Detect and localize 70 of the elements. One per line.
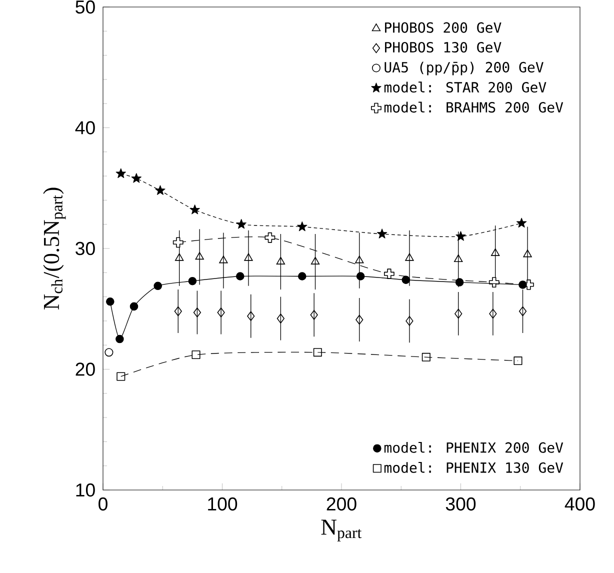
point — [116, 334, 124, 344]
point — [491, 248, 500, 256]
y-tick-label: 20 — [76, 362, 95, 376]
point — [523, 250, 532, 258]
y-tick-label: 10 — [76, 483, 95, 497]
point — [172, 237, 184, 248]
point — [298, 272, 306, 280]
x-tick-label: 0 — [98, 497, 108, 511]
legend-label: model: BRAHMS 200 GeV — [384, 102, 564, 113]
point — [276, 256, 286, 264]
y-tick-label: 40 — [75, 121, 95, 134]
point — [356, 314, 364, 325]
point — [310, 256, 320, 264]
x-axis-title: N$_{part}$ — [321, 520, 362, 542]
point — [514, 356, 522, 366]
point — [174, 253, 184, 261]
point — [406, 316, 414, 326]
point — [518, 280, 527, 289]
y-axis-title: N$_{ch}$/(0.5N$_{part}$) — [43, 188, 66, 310]
point — [516, 218, 527, 228]
point — [247, 311, 255, 322]
point — [188, 276, 197, 286]
point — [236, 272, 244, 280]
point — [264, 232, 276, 243]
x-tick-label: 300 — [446, 497, 476, 511]
point — [130, 302, 138, 311]
point — [384, 268, 394, 280]
legend-label: UA5 (pp/p̄p) 200 GeV — [384, 62, 544, 76]
point — [244, 253, 253, 261]
point — [455, 278, 464, 286]
x-tick-label: 100 — [208, 497, 238, 511]
point — [106, 297, 114, 306]
point — [219, 256, 228, 264]
point — [313, 348, 322, 357]
point — [174, 306, 182, 316]
legend-label: model: STAR 200 GeV — [384, 82, 546, 93]
point — [192, 350, 200, 360]
point — [454, 308, 462, 319]
point — [116, 372, 126, 381]
legend-label: model: PHENIX 200 GeV — [384, 442, 564, 453]
point — [217, 308, 225, 318]
point — [116, 168, 126, 178]
point — [454, 254, 463, 262]
point — [518, 306, 527, 316]
point — [276, 314, 284, 324]
point — [195, 252, 204, 260]
point — [193, 308, 202, 318]
point — [104, 348, 114, 357]
point — [190, 204, 200, 214]
x-tick-label: 200 — [326, 497, 356, 511]
point — [155, 185, 166, 195]
legend-label: PHOBOS 200 GeV — [385, 22, 502, 33]
point — [356, 272, 365, 280]
point — [297, 221, 308, 232]
y-tick-label: 30 — [76, 242, 95, 256]
point — [310, 310, 318, 320]
legend-label: PHOBOS 130 GeV — [385, 42, 502, 53]
point — [376, 228, 388, 238]
point — [131, 173, 142, 183]
point — [489, 308, 497, 319]
point — [422, 352, 430, 362]
point — [154, 282, 162, 290]
x-tick-label: 400 — [564, 497, 595, 511]
point — [405, 253, 414, 261]
y-tick-label: 50 — [76, 0, 95, 14]
point — [456, 231, 466, 241]
point — [355, 256, 364, 264]
legend-label: model: PHENIX 130 GeV — [384, 462, 564, 473]
point — [402, 276, 410, 284]
point — [236, 219, 246, 229]
